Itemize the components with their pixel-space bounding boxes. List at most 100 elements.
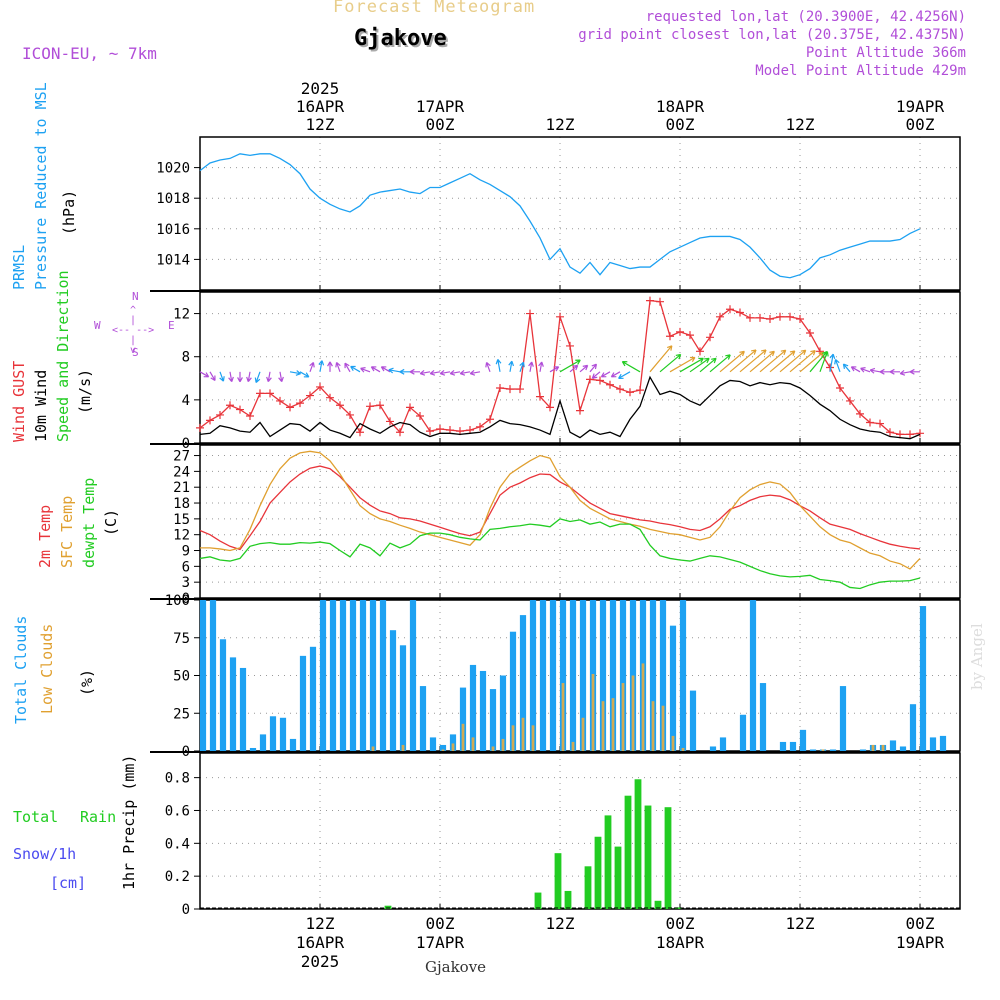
total-cloud-bar [759,683,767,751]
point-altitude: Point Altitude 366m [805,45,966,61]
wind-gust-marker [906,430,914,439]
wind-gust-marker [566,341,574,350]
total-cloud-bar [319,600,327,751]
wind-gust-marker [216,410,224,419]
y-tick-label: 27 [173,449,190,465]
wind-direction-arrow [749,350,775,373]
top-time-label: 00Z [426,115,455,134]
top-time-label: 12Z [786,115,815,134]
total-cloud-bar [429,737,437,751]
top-time-label: 12Z [306,115,335,134]
wind-direction-arrow [380,366,391,373]
compass-s: S [132,346,139,359]
total-cloud-bar [689,690,697,751]
wind-gust-marker [596,376,604,385]
total-cloud-bar [199,600,207,751]
total-cloud-bar [349,600,357,751]
low-cloud-bar [611,698,615,751]
low-cloud-bar [821,749,825,751]
wind-direction-arrow [318,360,325,372]
wind-direction-arrow [469,369,481,376]
wind-direction-arrow [485,361,491,373]
y-tick-label: 18 [173,496,190,512]
wind-gust-marker [546,403,554,412]
low-cloud-bar [581,717,585,751]
wind-gust-marker [476,422,484,431]
y-tick-label: 4 [182,393,190,409]
total-cloud-bar [619,600,627,751]
y-tick-label: 8 [182,350,190,366]
total-cloud-bar [219,639,227,751]
y-tick-label: 6 [182,559,190,575]
low-cloud-bar [451,743,455,751]
wind-gust-marker [746,313,754,322]
wind-gust-marker [886,428,894,437]
wind-gust-marker [796,314,804,323]
wind-gust-marker [396,428,404,437]
total-cloud-bar [359,600,367,751]
wind-direction-arrow [834,358,841,373]
wind-gust-marker [206,416,214,425]
wind-direction-arrow [278,371,284,383]
top-time-label: 00Z [906,115,935,134]
total-cloud-bar [899,746,907,751]
low-cloud-bar [471,737,475,751]
low-cloud-bar [641,663,645,751]
total-cloud-bar [889,740,897,751]
wind-direction-arrow [689,357,710,373]
label-rain: Rain [80,808,117,826]
wind-gust-marker [556,312,564,321]
low-cloud-bar [491,746,495,751]
wind-gust-marker [266,389,274,398]
y-tick-label: 50 [173,669,190,685]
wind-gust-marker [686,331,694,340]
y-tick-label: 0.8 [165,771,190,787]
wind-direction-arrow [549,366,560,373]
total-cloud-bar [529,600,537,751]
wind-gust-marker [676,327,684,336]
low-cloud-bar [671,735,675,751]
wind-direction-arrow [739,349,767,373]
wind-direction-arrow [729,349,757,373]
wind-direction-arrow [299,371,310,378]
total-cloud-bar [649,600,657,751]
wind-gust-marker [736,308,744,317]
wind-direction-arrow [569,364,579,373]
total-cloud-bar [809,749,817,751]
wind-direction-arrow [842,363,851,373]
low-cloud-bar [881,744,885,751]
wind-gust-marker [776,312,784,321]
wind-direction-arrow [350,365,361,373]
precip-bar [584,866,592,909]
low-cloud-bar [461,723,465,751]
total-cloud-bar [909,704,917,751]
y-tick-label: 3 [182,575,190,591]
total-cloud-bar [209,600,217,751]
compass-w: W [94,319,101,332]
precip-bar [594,836,602,909]
total-cloud-bar [549,600,557,751]
total-cloud-bar [719,737,727,751]
requested-coords: requested lon,lat (20.3900E, 42.4256N) [645,9,966,25]
y-tick-label: 0.4 [165,836,190,852]
wind-direction-arrow [610,371,621,378]
top-time-label: 12Z [546,115,575,134]
wind-direction-arrow [600,371,611,378]
precip-bar [614,846,622,909]
y-tick-label: 25 [173,706,190,722]
bottom-time-label: 00Z [426,914,455,933]
forecast-meteogram-title: Forecast Meteogram [333,0,536,17]
low-cloud-bar [661,705,665,751]
wind-gust-marker [536,392,544,401]
total-cloud-bar [679,600,687,751]
wind-gust-marker [496,383,504,392]
wind-10m-line [199,375,921,440]
low-cloud-bar [441,749,445,751]
wind-gust-marker [416,412,424,421]
wind-direction-arrow [219,371,225,382]
bottom-time-label: 16APR [296,933,345,952]
wind-direction-arrow [289,370,302,376]
wind-gust-marker [226,401,234,410]
wind-gust-marker [526,309,534,318]
location-title: Gjakove [354,26,447,51]
